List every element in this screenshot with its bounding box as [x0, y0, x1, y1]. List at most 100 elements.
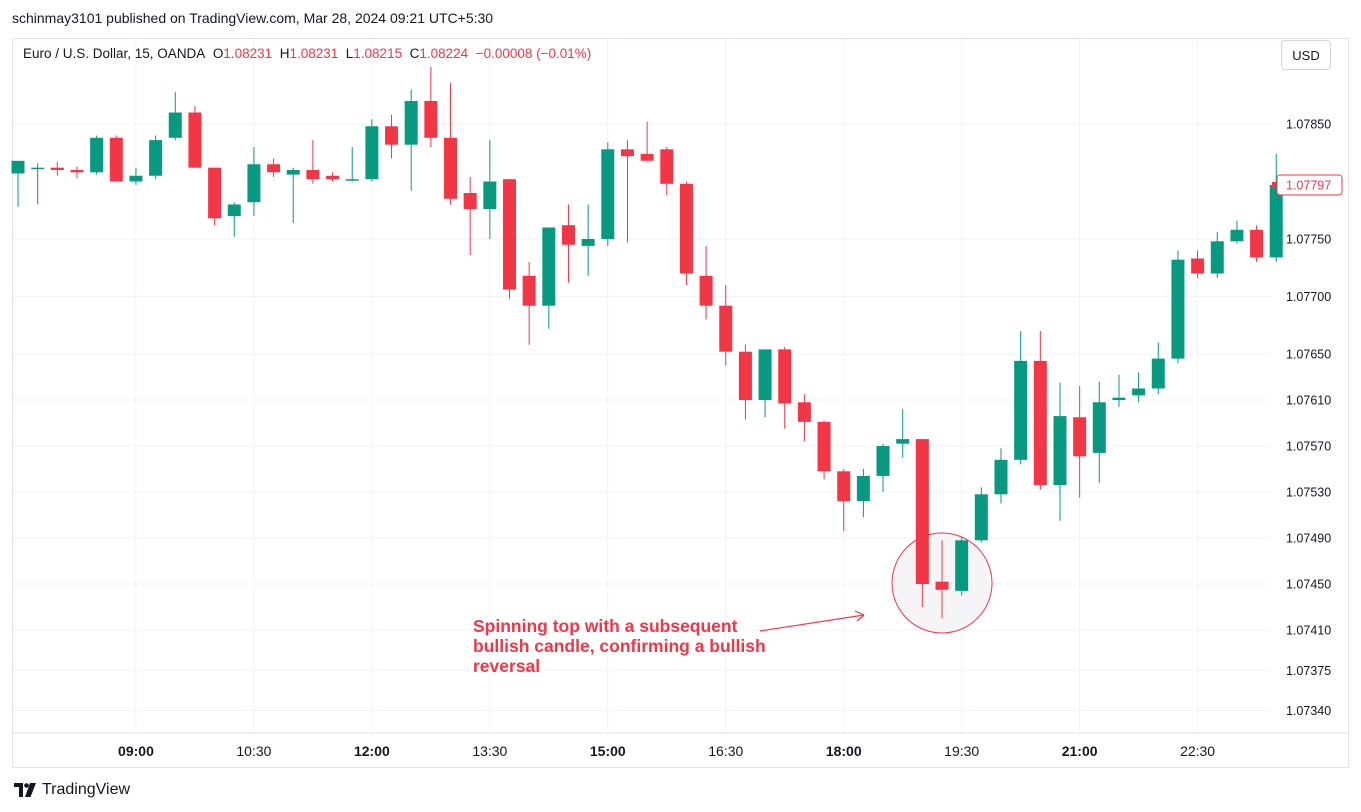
candle — [915, 439, 929, 607]
candle — [188, 105, 202, 168]
candle-body — [876, 446, 890, 476]
time-tick-label: 13:30 — [472, 743, 507, 759]
candle-body — [1230, 229, 1244, 242]
candle — [385, 114, 399, 159]
candle-body — [168, 112, 182, 138]
candle — [503, 179, 516, 299]
candle — [758, 349, 772, 418]
candle — [227, 202, 241, 237]
candle-body — [463, 193, 477, 210]
candle-body — [955, 540, 969, 591]
candle — [90, 135, 104, 175]
candle — [463, 176, 477, 256]
candle-body — [522, 275, 536, 306]
candle — [306, 140, 320, 184]
candle — [365, 119, 379, 182]
candle — [247, 147, 261, 216]
currency-button[interactable]: USD — [1281, 40, 1331, 70]
candle-body — [738, 351, 752, 400]
candle — [856, 469, 870, 518]
price-tick-label: 1.07410 — [1286, 624, 1331, 638]
candle-body — [719, 305, 733, 352]
candle-body — [581, 239, 595, 246]
candle-body — [109, 137, 123, 182]
candle-body — [896, 439, 910, 444]
symbol-name[interactable]: Euro / U.S. Dollar, 15, OANDA — [23, 46, 206, 61]
time-tick-label: 15:00 — [590, 743, 626, 759]
candle — [561, 204, 575, 283]
candle-body — [1191, 258, 1205, 274]
candle — [267, 158, 281, 177]
time-tick-label: 10:30 — [236, 743, 271, 759]
candle — [620, 140, 634, 243]
tradingview-logo-icon — [14, 783, 36, 797]
candle-body — [306, 170, 320, 180]
candle — [679, 181, 693, 285]
candle — [738, 344, 752, 420]
candle — [424, 66, 438, 147]
price-tick-label: 1.07700 — [1286, 290, 1331, 304]
high-label: H — [279, 46, 290, 61]
candle-body — [404, 101, 418, 145]
time-tick-label: 16:30 — [708, 743, 743, 759]
price-tick-label: 1.07570 — [1286, 440, 1331, 454]
candle-body — [1132, 388, 1146, 396]
candle-body — [1250, 229, 1264, 258]
time-tick-label: 18:00 — [826, 743, 862, 759]
price-axis: 1.07850 1.07750 1.07700 1.07650 1.07610 1.075… — [1286, 118, 1331, 719]
candle-body — [778, 349, 792, 404]
candle-body — [797, 402, 811, 422]
candle-body — [424, 101, 438, 138]
symbol-legend: Euro / U.S. Dollar, 15, OANDA O1.08231 H… — [23, 46, 591, 61]
candle-body — [679, 183, 693, 274]
time-axis-labels: 09:00 10:30 12:00 13:30 15:00 16:30 18:00 19:30… — [118, 743, 1215, 759]
candle-body — [208, 167, 222, 219]
candle — [1250, 225, 1264, 262]
candle — [168, 91, 182, 141]
candle — [1053, 382, 1067, 521]
candle-body — [817, 421, 831, 472]
candle-body — [856, 475, 870, 502]
time-tick-label: 21:00 — [1062, 743, 1098, 759]
price-tick-label: 1.07340 — [1286, 704, 1331, 718]
open-value: 1.08231 — [223, 46, 273, 61]
footer-brand[interactable]: TradingView — [14, 781, 130, 799]
candle — [31, 163, 45, 205]
time-tick-label: 09:00 — [118, 743, 154, 759]
candle — [876, 443, 890, 492]
price-tick-label: 1.07530 — [1286, 486, 1331, 500]
candle-body — [974, 494, 988, 541]
candle-body — [601, 149, 615, 239]
price-tick-label: 1.07375 — [1286, 664, 1331, 678]
candle-body — [1171, 259, 1185, 359]
candle-body — [561, 225, 575, 245]
candle-body — [345, 179, 359, 181]
candle — [404, 89, 418, 191]
annotation-arrow-line — [759, 614, 865, 632]
annotation-text-line: bullish candle, confirming a bullish — [473, 636, 766, 656]
candle — [1073, 386, 1087, 498]
candle-body — [1053, 416, 1067, 486]
time-tick-label: 12:00 — [354, 743, 390, 759]
candle — [581, 204, 595, 276]
candle — [50, 161, 64, 176]
price-tick-label: 1.07650 — [1286, 348, 1331, 362]
price-tick-label: 1.07610 — [1286, 394, 1331, 408]
candle-body — [70, 170, 84, 173]
candle-body — [227, 204, 241, 216]
candle-body — [286, 170, 300, 175]
candle — [345, 147, 359, 182]
candle — [1230, 220, 1244, 244]
candle-body — [365, 126, 379, 180]
candle — [1191, 250, 1205, 279]
candle — [129, 167, 143, 185]
annotation-arrow-head — [854, 610, 865, 622]
candle — [778, 347, 792, 429]
candle-body — [385, 126, 399, 145]
candle-body — [915, 439, 929, 584]
candle-body — [1073, 417, 1087, 457]
change-value: −0.00008 (−0.01%) — [475, 46, 592, 61]
candle-body — [444, 137, 458, 199]
high-value: 1.08231 — [289, 46, 339, 61]
